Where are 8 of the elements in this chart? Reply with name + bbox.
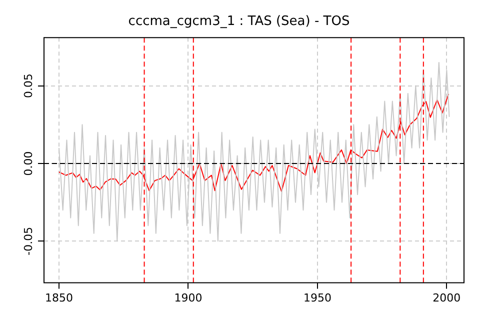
y-tick-label: 0.00 xyxy=(22,151,35,176)
x-tick-label: 1950 xyxy=(303,291,332,304)
y-tick-label: 0.05 xyxy=(22,74,35,98)
x-tick-label: 2000 xyxy=(432,291,461,304)
chart-title: cccma_cgcm3_1 : TAS (Sea) - TOS xyxy=(128,14,350,30)
y-tick-label: -0.05 xyxy=(22,226,35,256)
x-tick-label: 1900 xyxy=(174,291,202,304)
x-tick-label: 1850 xyxy=(44,291,73,304)
